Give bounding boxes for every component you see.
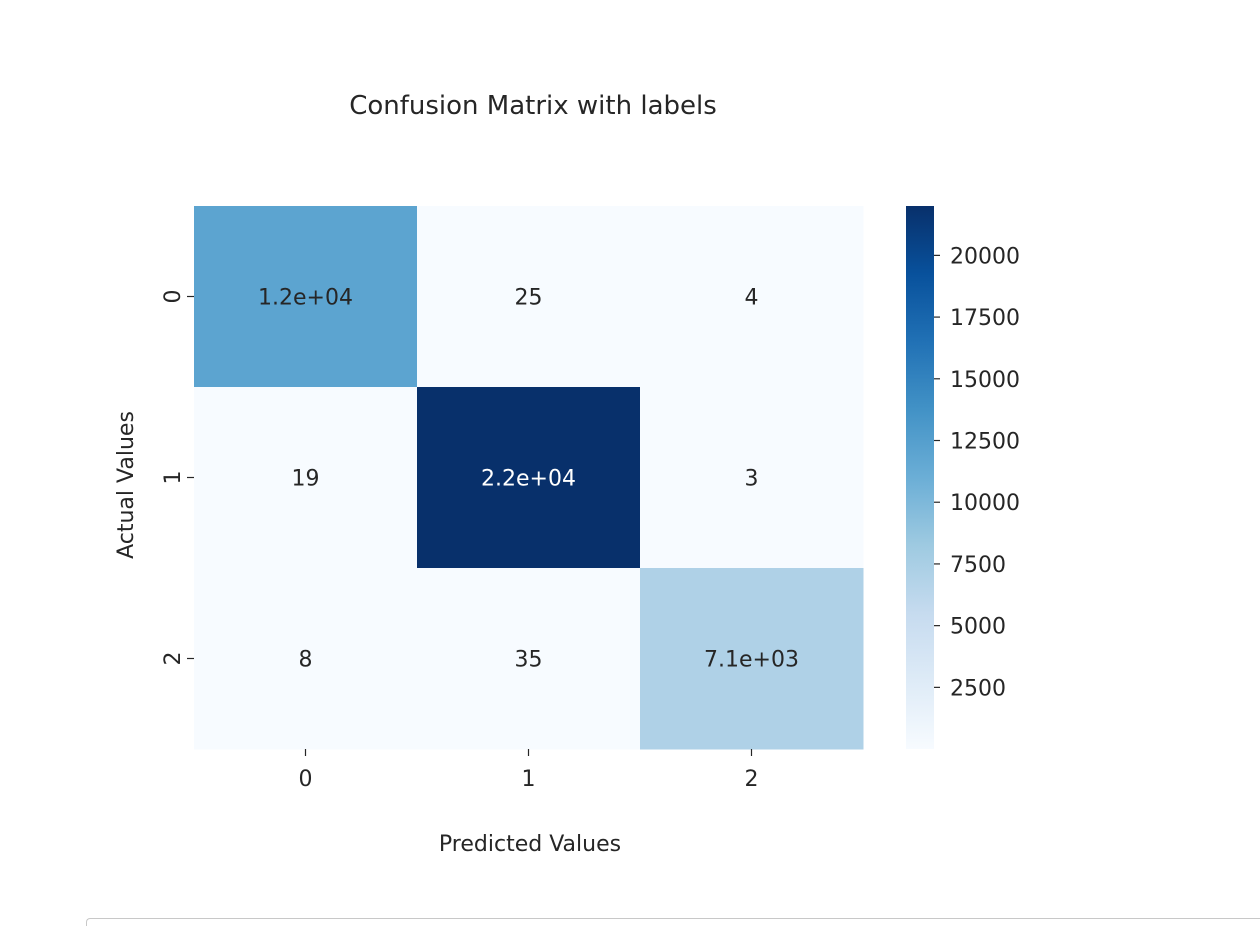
cell-annotation-0-2: 4: [745, 286, 759, 311]
colorbar-gradient: [906, 206, 934, 749]
output-cell-divider: [86, 918, 1260, 926]
heatmap-cell-2-0: [194, 568, 418, 750]
colorbar-tick-label-2: 7500: [950, 553, 1006, 578]
x-tick-label-1: 1: [522, 767, 536, 792]
heatmap-cell-1-1: [417, 387, 641, 569]
chart-title: Confusion Matrix with labels: [349, 91, 717, 121]
heatmap-cell-1-2: [640, 387, 864, 569]
heatmap-cell-2-1: [417, 568, 641, 750]
colorbar-tick-label-6: 17500: [950, 306, 1020, 331]
heatmap-cell-2-2: [640, 568, 864, 750]
colorbar-tick-label-5: 15000: [950, 368, 1020, 393]
colorbar: 2500 5000 7500 10000 12500 15000 17500 20000: [906, 206, 1020, 749]
x-tick-label-0: 0: [299, 767, 313, 792]
cell-annotation-2-0: 8: [299, 648, 313, 673]
heatmap-cell-0-0: [194, 206, 418, 388]
cell-annotation-2-2: 7.1e+03: [704, 648, 799, 673]
y-tick-label-2: 2: [161, 652, 186, 666]
colorbar-tick-label-1: 5000: [950, 615, 1006, 640]
colorbar-tick-label-3: 10000: [950, 491, 1020, 516]
x-axis: 0 1 2: [299, 749, 759, 792]
colorbar-tick-label-7: 20000: [950, 244, 1020, 269]
colorbar-tick-label-4: 12500: [950, 430, 1020, 455]
heatmap-cell-1-0: [194, 387, 418, 569]
y-axis: 0 1 2: [161, 290, 194, 666]
cell-annotation-1-1: 2.2e+04: [481, 467, 576, 492]
cell-annotation-2-1: 35: [515, 648, 543, 673]
y-tick-label-0: 0: [161, 290, 186, 304]
heatmap-cell-0-1: [417, 206, 641, 388]
y-tick-label-1: 1: [161, 471, 186, 485]
heatmap-cells: [194, 206, 864, 750]
heatmap-cell-0-2: [640, 206, 864, 388]
x-axis-label: Predicted Values: [439, 832, 621, 857]
cell-annotation-0-1: 25: [515, 286, 543, 311]
cell-annotation-1-0: 19: [292, 467, 320, 492]
cell-annotation-1-2: 3: [745, 467, 759, 492]
cell-labels: 1.2e+04 25 4 19 2.2e+04 3 8 35 7.1e+03: [258, 286, 799, 673]
y-axis-label: Actual Values: [114, 411, 139, 559]
cell-annotation-0-0: 1.2e+04: [258, 286, 353, 311]
x-tick-label-2: 2: [745, 767, 759, 792]
colorbar-tick-label-0: 2500: [950, 676, 1006, 701]
